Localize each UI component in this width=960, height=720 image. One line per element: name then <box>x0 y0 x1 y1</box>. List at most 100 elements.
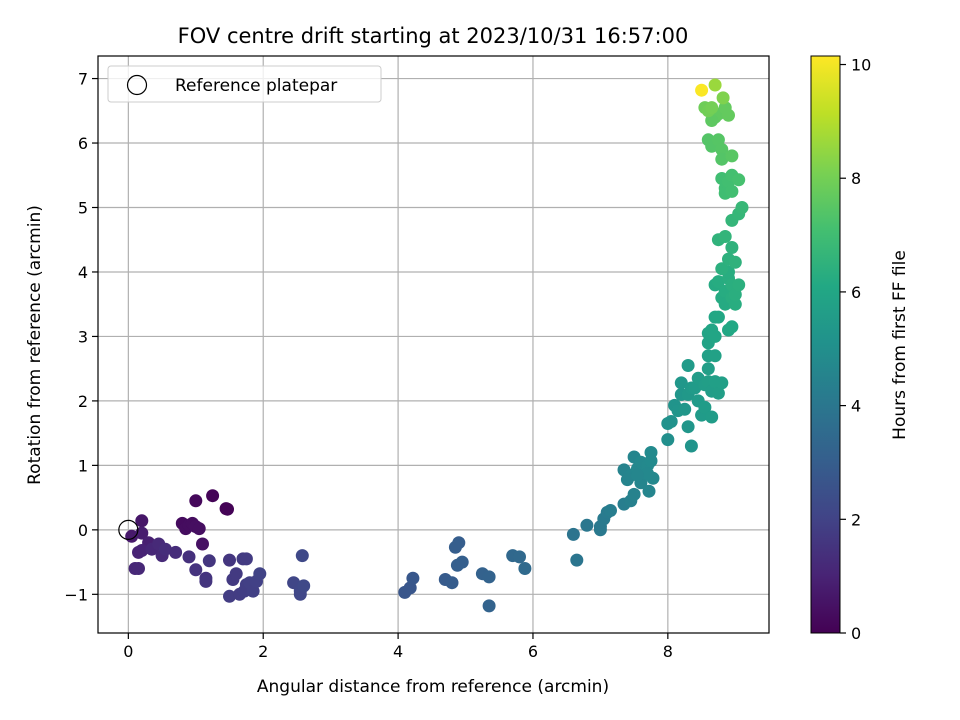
data-point <box>695 83 709 97</box>
data-point <box>406 571 420 585</box>
data-point <box>728 255 742 269</box>
grid-lines <box>98 56 769 633</box>
legend-reference-marker <box>126 74 148 96</box>
data-point <box>445 576 459 590</box>
data-point <box>295 549 309 563</box>
data-point <box>725 241 739 254</box>
x-tick-label: 6 <box>528 642 538 661</box>
data-point <box>158 542 172 556</box>
data-point <box>455 555 469 569</box>
data-point <box>725 320 739 334</box>
data-point <box>698 400 712 414</box>
data-point <box>221 502 234 516</box>
y-tick-label: 4 <box>78 263 88 282</box>
data-point <box>708 349 722 363</box>
data-point <box>620 473 634 487</box>
y-tick-label: 3 <box>78 327 88 346</box>
data-point <box>701 362 715 376</box>
legend-entry-reference: Reference platepar <box>175 76 337 96</box>
colorbar-ticks: 0 2 4 6 8 10 <box>840 56 871 643</box>
y-tick-label: 2 <box>78 392 88 411</box>
reference-platepar-marker <box>118 519 139 540</box>
data-point <box>708 78 722 92</box>
data-point <box>570 553 584 567</box>
data-point <box>135 526 149 540</box>
data-point <box>206 489 220 503</box>
data-point <box>253 567 267 581</box>
data-point <box>681 420 695 434</box>
data-point <box>513 550 526 564</box>
data-point <box>725 184 739 198</box>
data-points <box>118 78 749 613</box>
colorbar: 0 2 4 6 8 10 Hours from first FF file <box>810 55 910 643</box>
data-point <box>644 454 658 468</box>
data-point <box>725 149 739 163</box>
x-tick-label: 0 <box>123 642 133 661</box>
data-point <box>297 579 311 593</box>
data-point <box>223 589 236 603</box>
data-point <box>642 484 656 498</box>
data-point <box>239 552 253 566</box>
data-point <box>202 554 216 568</box>
data-point <box>135 514 149 528</box>
data-point <box>728 297 742 311</box>
colorbar-tick-label: 6 <box>851 283 861 302</box>
y-tick-label: 1 <box>78 456 88 475</box>
data-point <box>229 567 243 581</box>
data-point <box>580 518 594 532</box>
y-axis-label: Rotation from reference (arcmin) <box>25 205 45 485</box>
colorbar-tick-label: 2 <box>851 510 861 529</box>
data-point <box>627 487 641 501</box>
data-point <box>716 91 730 105</box>
data-point <box>631 468 644 482</box>
data-point <box>661 433 675 447</box>
data-point <box>684 439 698 453</box>
x-tick-label: 2 <box>258 642 268 661</box>
data-point <box>674 376 688 390</box>
data-point <box>452 536 466 550</box>
data-point <box>132 562 145 575</box>
legend: Reference platepar <box>107 65 382 103</box>
data-point <box>182 550 196 564</box>
y-tick-label: 6 <box>78 134 88 153</box>
data-point <box>189 494 203 508</box>
x-tick-label: 8 <box>663 642 673 661</box>
y-tick-label: 5 <box>78 199 88 218</box>
data-point <box>711 310 725 324</box>
data-point <box>735 201 749 214</box>
colorbar-gradient <box>811 56 840 633</box>
data-point <box>715 143 729 156</box>
colorbar-tick-label: 0 <box>851 624 861 643</box>
x-tick-label: 4 <box>393 642 403 661</box>
data-point <box>715 376 729 390</box>
data-point <box>678 402 692 416</box>
x-axis-ticks: 0 2 4 6 8 <box>123 633 673 661</box>
data-point <box>664 415 678 428</box>
data-point <box>711 386 725 400</box>
data-point <box>223 553 236 567</box>
data-point <box>711 275 725 289</box>
data-point <box>604 504 617 517</box>
data-point <box>641 467 655 481</box>
data-point <box>566 527 580 541</box>
data-point <box>681 359 695 372</box>
data-point <box>715 152 729 166</box>
data-point <box>192 522 206 536</box>
colorbar-frame <box>810 55 841 634</box>
data-point <box>169 545 183 559</box>
y-tick-label: −1 <box>64 585 88 604</box>
chart-title: FOV centre drift starting at 2023/10/31 … <box>178 24 689 48</box>
data-point <box>718 230 732 243</box>
legend-box <box>107 65 382 103</box>
data-point <box>189 563 203 577</box>
colorbar-tick-label: 10 <box>851 56 871 75</box>
data-point <box>715 262 729 276</box>
plot-frame <box>97 55 770 634</box>
data-point <box>593 523 607 537</box>
colorbar-tick-label: 4 <box>851 397 861 416</box>
y-tick-label: 7 <box>78 70 88 89</box>
data-point <box>732 278 746 292</box>
data-point <box>708 329 722 343</box>
colorbar-label: Hours from first FF file <box>890 250 910 440</box>
